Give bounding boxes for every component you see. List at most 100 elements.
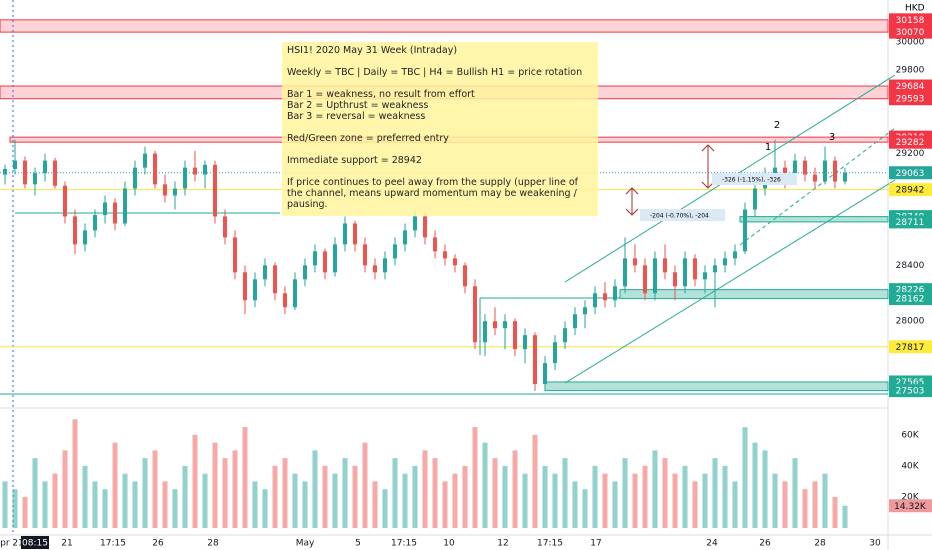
- volume-bar: [332, 473, 338, 528]
- volume-bar: [62, 450, 68, 528]
- candle-body: [83, 230, 87, 245]
- volume-bar: [832, 496, 838, 528]
- candle-body: [633, 258, 637, 266]
- candle-body: [453, 258, 457, 266]
- volume-bar: [302, 481, 308, 528]
- candle-body: [653, 258, 657, 294]
- volume-bar: [662, 458, 668, 528]
- candle-body: [413, 216, 417, 231]
- candle-body: [43, 160, 47, 174]
- note-line: Immediate support = 28942: [287, 155, 422, 166]
- volume-bar: [372, 481, 378, 528]
- candle-body: [13, 160, 17, 169]
- volume-bar: [752, 442, 758, 528]
- volume-bar: [682, 465, 688, 528]
- note-title: HSI1! 2020 May 31 Week (Intraday): [287, 45, 458, 56]
- x-tick-label: 12: [497, 539, 508, 549]
- volume-tick-label: 40K: [901, 461, 919, 471]
- volume-bar: [82, 465, 88, 528]
- x-tick-label: 21: [61, 539, 72, 549]
- candle-body: [573, 314, 577, 329]
- candle-body: [173, 188, 177, 196]
- price-badge-label: 29063: [896, 169, 925, 179]
- x-tick-label: 26: [152, 539, 164, 549]
- candle-body: [333, 244, 337, 273]
- volume-bar: [192, 434, 198, 528]
- wave-label: 1: [765, 142, 771, 153]
- candle-body: [3, 168, 7, 175]
- volume-bar: [72, 419, 78, 528]
- candle-body: [23, 160, 27, 185]
- price-badge: [889, 340, 932, 354]
- volume-bar: [472, 427, 478, 528]
- candle-body: [93, 215, 97, 231]
- volume-bar: [842, 505, 848, 528]
- y-tick-label: 28000: [896, 317, 925, 327]
- y-tick-label: 30000: [896, 37, 925, 47]
- candle-body: [293, 279, 297, 308]
- candle-body: [833, 160, 837, 182]
- price-badge-label: 27817: [896, 343, 925, 353]
- volume-bar: [502, 465, 508, 528]
- volume-bar: [202, 473, 208, 528]
- volume-bar: [102, 489, 108, 528]
- volume-bar: [722, 465, 728, 528]
- candle-body: [373, 265, 377, 273]
- volume-bar: [292, 473, 298, 528]
- note-line: Bar 1 = weakness, no result from effort: [287, 89, 475, 100]
- volume-bar: [52, 473, 58, 528]
- volume-bar: [212, 442, 218, 528]
- candle-body: [623, 258, 627, 287]
- candle-body: [33, 173, 37, 185]
- candle-body: [673, 272, 677, 287]
- volume-bar: [492, 458, 498, 528]
- price-badge: [889, 292, 932, 306]
- price-badge-label: 27503: [896, 387, 925, 397]
- candle-body: [343, 223, 347, 245]
- volume-bar: [92, 481, 98, 528]
- price-badge: [889, 25, 932, 39]
- candle-body: [273, 265, 277, 294]
- volume-bar: [22, 496, 28, 528]
- candle-body: [643, 265, 647, 294]
- volume-bar: [642, 465, 648, 528]
- volume-bar: [362, 442, 368, 528]
- candle-body: [283, 293, 287, 308]
- price-badge-label: 28942: [896, 186, 925, 196]
- x-tick-label: 10: [443, 539, 455, 549]
- note-line: Bar 2 = Upthrust = weakness: [287, 100, 429, 111]
- wave-label: 2: [774, 120, 780, 131]
- volume-bar: [562, 458, 568, 528]
- volume-bar: [702, 473, 708, 528]
- x-tick-label: May: [296, 539, 315, 549]
- candle-body: [423, 216, 427, 238]
- x-tick-label: 08:15: [22, 539, 48, 549]
- volume-bar: [12, 489, 18, 528]
- demand-zone: [544, 381, 889, 392]
- measure-box: [712, 173, 797, 185]
- volume-bar: [522, 473, 528, 528]
- volume-bar: [632, 473, 638, 528]
- price-badge-label: 30070: [896, 28, 925, 38]
- x-tick-label: 26: [759, 539, 771, 549]
- candle-body: [553, 342, 557, 364]
- candle-body: [263, 265, 267, 280]
- volume-bar: [712, 458, 718, 528]
- note: HSI1! 2020 May 31 Week (Intraday) Weekly …: [282, 42, 598, 216]
- x-tick-label: 28: [207, 539, 219, 549]
- wave-label: 3: [829, 132, 835, 143]
- candle-body: [493, 321, 497, 329]
- volume-bar: [742, 427, 748, 528]
- volume-bar: [572, 481, 578, 528]
- volume-bar: [152, 450, 158, 528]
- volume-bar: [342, 458, 348, 528]
- volume-bar: [412, 465, 418, 528]
- volume-bar: [532, 434, 538, 528]
- x-tick-label: 28: [814, 539, 826, 549]
- candle-body: [133, 167, 137, 189]
- candle-body: [303, 265, 307, 280]
- candle-body: [503, 321, 507, 329]
- measure-box: [640, 209, 725, 221]
- volume-bar: [622, 458, 628, 528]
- candle-body: [463, 265, 467, 287]
